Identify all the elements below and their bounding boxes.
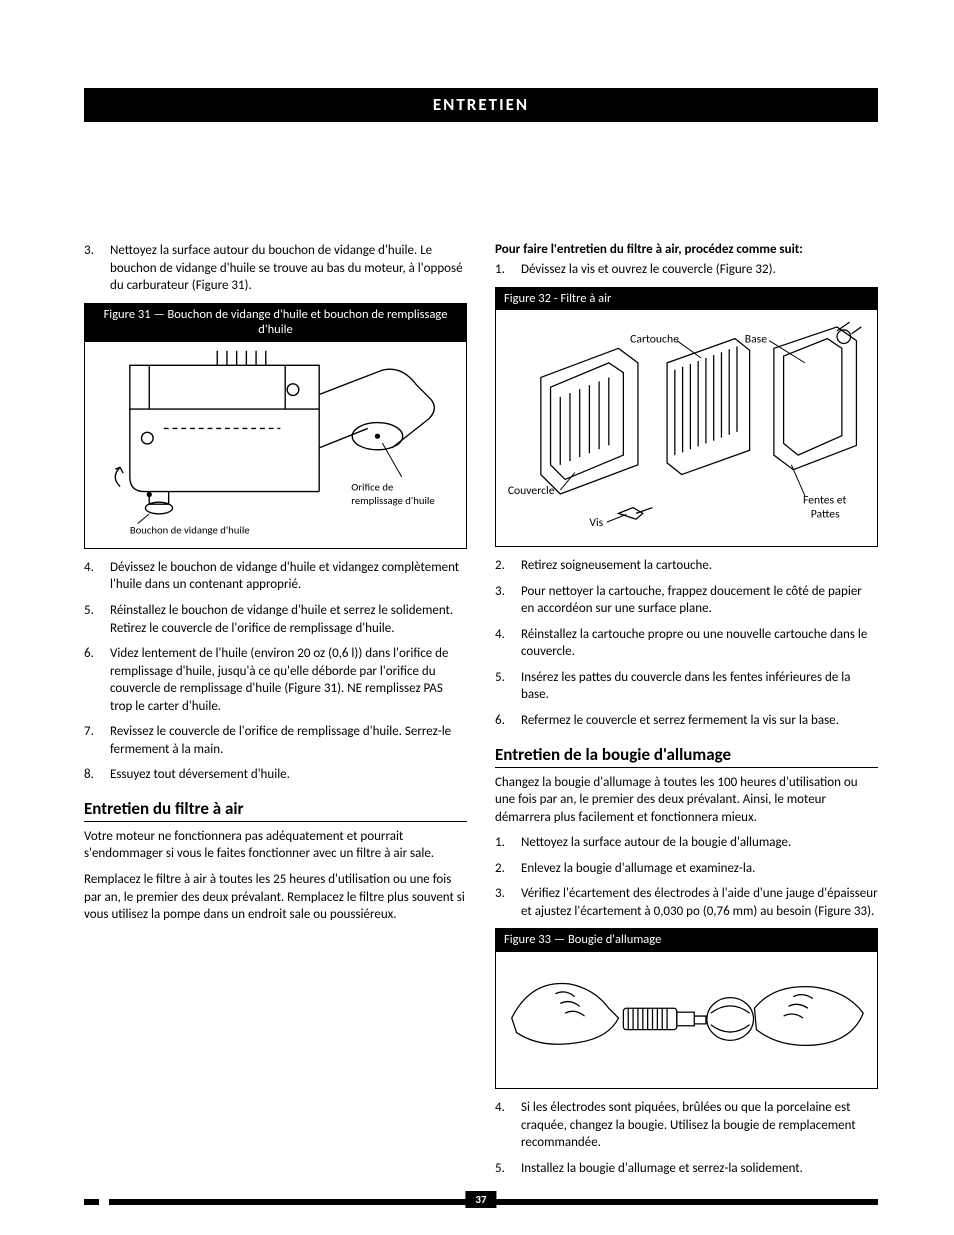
list-item: 3.Pour nettoyer la cartouche, frappez do… — [495, 583, 878, 618]
list-item: 4.Si les électrodes sont piquées, brûlée… — [495, 1099, 878, 1152]
step-number: 5. — [84, 602, 110, 637]
right-column: Pour faire l'entretien du filtre à air, … — [495, 242, 878, 1185]
step-text: Réinstallez la cartouche propre ou une n… — [521, 626, 878, 661]
figure-title: Figure 31 — Bouchon de vidange d'huile e… — [85, 304, 466, 342]
list-item: 5.Insérez les pattes du couvercle dans l… — [495, 669, 878, 704]
step-text: Pour nettoyer la cartouche, frappez douc… — [521, 583, 878, 618]
list-item: 7.Revissez le couvercle de l'orifice de … — [84, 723, 467, 758]
step-text: Installez la bougie d'allumage et serrez… — [521, 1160, 878, 1178]
figure-title: Figure 33 — Bougie d'allumage — [496, 929, 877, 952]
tabs-label: Pattes — [811, 507, 840, 521]
body-text: Remplacez le filtre à air à toutes les 2… — [84, 871, 467, 924]
figure-body: Bouchon de vidange d'huile Orifice de re… — [85, 342, 466, 548]
body-text: Changez la bougie d'allumage à toutes le… — [495, 774, 878, 827]
body-text: Votre moteur ne fonctionnera pas adéquat… — [84, 828, 467, 863]
step-text: Vérifiez l'écartement des électrodes à l… — [521, 885, 878, 920]
list-item: 2.Enlevez la bougie d'allumage et examin… — [495, 860, 878, 878]
step-number: 1. — [495, 261, 521, 279]
step-number: 2. — [495, 860, 521, 878]
spark-plug-diagram-icon — [502, 958, 871, 1078]
list-item: 4.Dévissez le bouchon de vidange d'huile… — [84, 559, 467, 594]
divider — [495, 767, 878, 768]
list-item: 3. Nettoyez la surface autour du bouchon… — [84, 242, 467, 295]
step-text: Retirez soigneusement la cartouche. — [521, 557, 878, 575]
step-number: 7. — [84, 723, 110, 758]
step-text: Dévissez la vis et ouvrez le couvercle (… — [521, 261, 878, 279]
step-text: Refermez le couvercle et serrez fermemen… — [521, 712, 878, 730]
figure-32: Figure 32 - Filtre à air — [495, 287, 878, 548]
page-number: 37 — [465, 1191, 496, 1208]
list-item: 4.Réinstallez la cartouche propre ou une… — [495, 626, 878, 661]
figure-31: Figure 31 — Bouchon de vidange d'huile e… — [84, 303, 467, 549]
step-text: Revissez le couvercle de l'orifice de re… — [110, 723, 467, 758]
step-number: 4. — [495, 626, 521, 661]
cartridge-label: Cartouche — [630, 333, 679, 347]
step-number: 3. — [495, 885, 521, 920]
figure-title: Figure 32 - Filtre à air — [496, 288, 877, 311]
figure-body — [496, 952, 877, 1088]
list-item: 6.Refermez le couvercle et serrez fermem… — [495, 712, 878, 730]
step-text: Enlevez la bougie d'allumage et examinez… — [521, 860, 878, 878]
list-item: 3.Vérifiez l'écartement des électrodes à… — [495, 885, 878, 920]
fill-port-label: remplissage d'huile — [351, 494, 434, 507]
left-column: 3. Nettoyez la surface autour du bouchon… — [84, 242, 467, 1185]
list-item: 5.Installez la bougie d'allumage et serr… — [495, 1160, 878, 1178]
step-text: Si les électrodes sont piquées, brûlées … — [521, 1099, 878, 1152]
screw-label: Vis — [589, 516, 603, 530]
tabs-label: Fentes et — [803, 494, 846, 508]
list-item: 5.Réinstallez le bouchon de vidange d'hu… — [84, 602, 467, 637]
footer-bar: 37 — [84, 1199, 878, 1205]
step-text: Insérez les pattes du couvercle dans les… — [521, 669, 878, 704]
air-filter-diagram-icon: Cartouche Base Couvercle Vis Fentes et P… — [502, 316, 871, 536]
step-number: 6. — [495, 712, 521, 730]
step-number: 4. — [495, 1099, 521, 1152]
figure-body: Cartouche Base Couvercle Vis Fentes et P… — [496, 310, 877, 546]
list-item: 1.Nettoyez la surface autour de la bougi… — [495, 834, 878, 852]
step-text: Dévissez le bouchon de vidange d'huile e… — [110, 559, 467, 594]
step-number: 8. — [84, 766, 110, 784]
two-column-content: 3. Nettoyez la surface autour du bouchon… — [84, 242, 878, 1185]
step-number: 4. — [84, 559, 110, 594]
figure-33: Figure 33 — Bougie d'allumage — [495, 928, 878, 1089]
cover-label: Couvercle — [508, 484, 555, 498]
fill-port-label: Orifice de — [351, 480, 393, 493]
list-item: 6.Videz lentement de l'huile (environ 20… — [84, 645, 467, 715]
step-text: Réinstallez le bouchon de vidange d'huil… — [110, 602, 467, 637]
divider — [84, 821, 467, 822]
step-number: 3. — [84, 242, 110, 295]
page-footer: 37 — [84, 1199, 878, 1205]
list-item: 8.Essuyez tout déversement d'huile. — [84, 766, 467, 784]
base-label: Base — [745, 333, 767, 347]
air-filter-heading: Entretien du filtre à air — [84, 798, 467, 819]
spark-plug-heading: Entretien de la bougie d'allumage — [495, 744, 878, 765]
step-number: 3. — [495, 583, 521, 618]
section-header: ENTRETIEN — [84, 88, 878, 122]
step-number: 6. — [84, 645, 110, 715]
step-number: 1. — [495, 834, 521, 852]
list-item: 1.Dévissez la vis et ouvrez le couvercle… — [495, 261, 878, 279]
step-text: Videz lentement de l'huile (environ 20 o… — [110, 645, 467, 715]
list-item: 2.Retirez soigneusement la cartouche. — [495, 557, 878, 575]
drain-plug-label: Bouchon de vidange d'huile — [130, 523, 250, 536]
step-number: 5. — [495, 1160, 521, 1178]
page: ENTRETIEN 3. Nettoyez la surface autour … — [0, 0, 954, 1235]
oil-drain-diagram-icon: Bouchon de vidange d'huile Orifice de re… — [91, 348, 460, 538]
step-number: 2. — [495, 557, 521, 575]
step-text: Essuyez tout déversement d'huile. — [110, 766, 467, 784]
procedure-lead: Pour faire l'entretien du filtre à air, … — [495, 242, 878, 257]
step-number: 5. — [495, 669, 521, 704]
step-text: Nettoyez la surface autour du bouchon de… — [110, 242, 467, 295]
footer-gap — [99, 1199, 109, 1205]
step-text: Nettoyez la surface autour de la bougie … — [521, 834, 878, 852]
